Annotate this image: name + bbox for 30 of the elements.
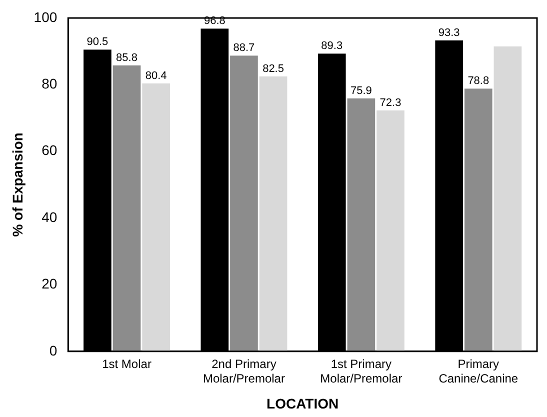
bar bbox=[347, 98, 376, 352]
data-label: 88.7 bbox=[233, 42, 255, 54]
x-tick-label: 1st Primary Molar/Premolar bbox=[320, 356, 402, 386]
x-tick-label: 1st Molar bbox=[102, 356, 152, 371]
bar bbox=[112, 65, 141, 352]
x-axis-title: LOCATION bbox=[266, 395, 339, 412]
y-tick-label: 20 bbox=[42, 276, 58, 292]
y-tick-label: 100 bbox=[34, 8, 58, 25]
bar bbox=[464, 88, 492, 352]
data-label: 82.5 bbox=[262, 62, 284, 75]
data-label: 93.3 bbox=[438, 26, 460, 39]
bar bbox=[494, 46, 522, 352]
data-label: 90.5 bbox=[86, 36, 108, 48]
y-tick-label: 40 bbox=[42, 208, 58, 225]
bar bbox=[230, 56, 258, 352]
data-label: 89.3 bbox=[321, 40, 343, 52]
y-tick-label: 80 bbox=[42, 76, 58, 92]
data-label: 85.8 bbox=[116, 52, 138, 64]
data-label: 78.8 bbox=[468, 75, 490, 88]
data-label: 75.9 bbox=[350, 84, 372, 97]
data-label: 80.4 bbox=[145, 70, 167, 82]
y-tick-label: 0 bbox=[49, 342, 58, 358]
x-tick-label: Primary Canine/Canine bbox=[438, 356, 518, 386]
bar bbox=[376, 110, 404, 352]
bar bbox=[142, 83, 170, 352]
data-label: 72.3 bbox=[380, 96, 402, 109]
y-tick-label: 60 bbox=[42, 142, 58, 158]
y-axis-title: % of Expansion bbox=[9, 132, 26, 237]
x-tick-label: 2nd Primary Molar/Premolar bbox=[202, 356, 285, 386]
bar bbox=[259, 76, 288, 352]
